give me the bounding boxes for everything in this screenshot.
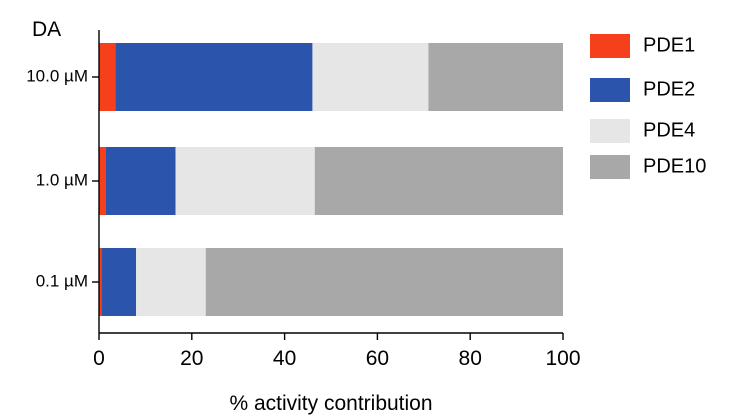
x-tick-label-0: 0 bbox=[93, 347, 105, 370]
panel-label: DA bbox=[32, 18, 61, 41]
y-tick-label-1-0-m: 1.0 µM bbox=[36, 170, 88, 189]
x-tick-label-40: 40 bbox=[273, 347, 296, 370]
x-tick-label-80: 80 bbox=[459, 347, 482, 370]
x-axis-title: % activity contribution bbox=[229, 392, 432, 415]
bar-pde10-1-0-m bbox=[314, 147, 563, 215]
bar-pde4-10-0-m bbox=[312, 43, 429, 111]
legend-swatch-pde4 bbox=[590, 119, 630, 143]
legend-swatch-pde10 bbox=[590, 155, 630, 179]
bar-pde10-10-0-m bbox=[428, 43, 563, 111]
y-tick-label-10-0-m: 10.0 µM bbox=[26, 66, 88, 85]
legend-label-pde4: PDE4 bbox=[643, 119, 695, 141]
x-tick-label-60: 60 bbox=[366, 347, 389, 370]
bar-pde1-1-0-m bbox=[99, 147, 106, 215]
bar-pde2-1-0-m bbox=[105, 147, 176, 215]
bar-pde2-0-1-m bbox=[101, 248, 137, 316]
bars bbox=[99, 43, 563, 316]
bar-pde2-10-0-m bbox=[115, 43, 313, 111]
y-tick-label-0-1-m: 0.1 µM bbox=[36, 271, 88, 290]
bar-pde10-0-1-m bbox=[205, 248, 563, 316]
bar-pde4-0-1-m bbox=[136, 248, 206, 316]
x-tick-label-20: 20 bbox=[180, 347, 203, 370]
bar-pde4-1-0-m bbox=[175, 147, 315, 215]
bar-pde1-10-0-m bbox=[99, 43, 116, 111]
x-tick-label-100: 100 bbox=[545, 347, 580, 370]
legend-swatch-pde1 bbox=[590, 34, 630, 58]
legend-label-pde1: PDE1 bbox=[643, 34, 695, 56]
legend-label-pde2: PDE2 bbox=[643, 78, 695, 100]
x-ticks: 0 20 40 60 80 100 bbox=[93, 333, 581, 370]
legend-swatch-pde2 bbox=[590, 78, 630, 102]
legend-label-pde10: PDE10 bbox=[643, 155, 706, 177]
bar-pde1-0-1-m bbox=[99, 248, 102, 316]
y-ticks: 10.0 µM 1.0 µM 0.1 µM bbox=[26, 66, 99, 290]
legend: PDE1 PDE2 PDE4 PDE10 bbox=[590, 34, 706, 179]
